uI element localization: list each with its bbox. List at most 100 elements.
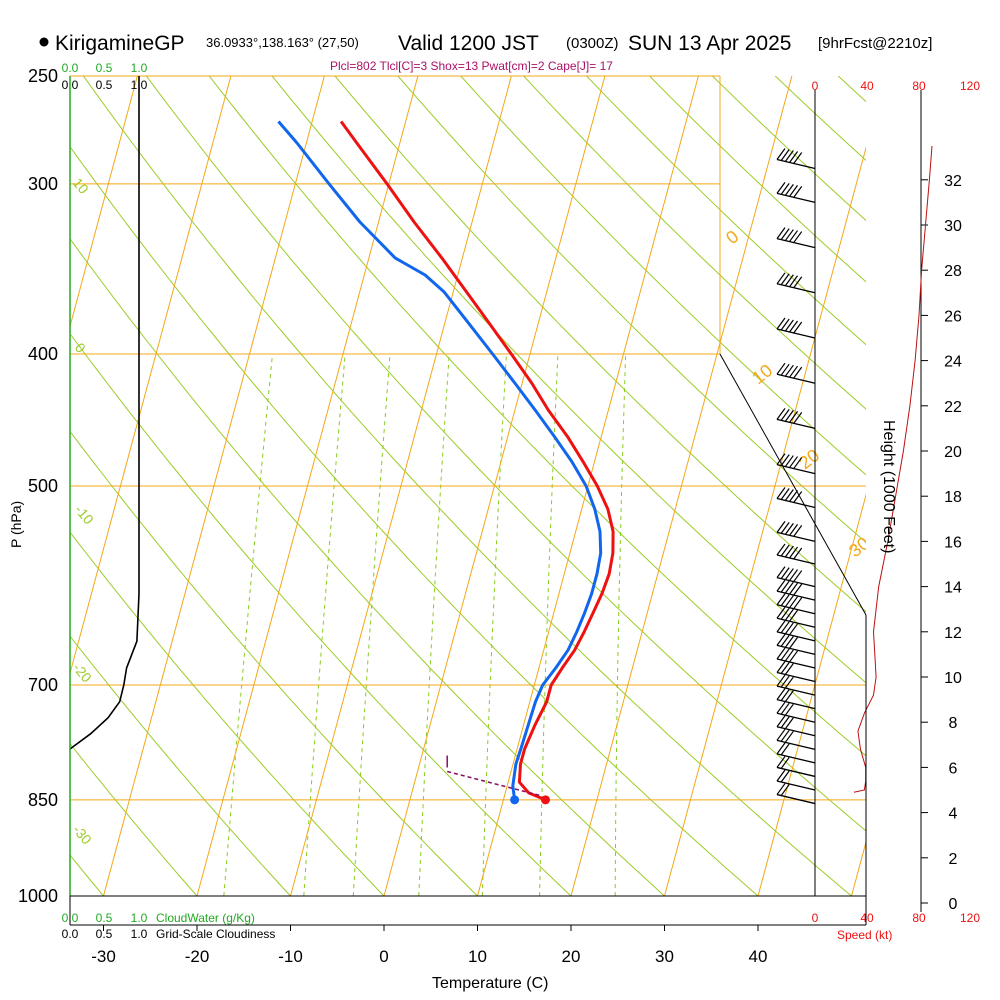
wind-barb-feather — [780, 522, 790, 534]
wind-barb-feather — [780, 729, 790, 742]
wind-barb — [776, 674, 816, 696]
cloud-water-scale-top: 1.0 — [131, 61, 148, 75]
wind-barb-shaft — [776, 328, 816, 339]
wind-barb-feather — [776, 227, 786, 239]
cloudiness-label: Grid-Scale Cloudiness — [156, 927, 275, 941]
wind-speed-tick-bottom: 80 — [912, 911, 926, 925]
wind-barb-feather — [793, 570, 803, 582]
wind-barb — [776, 521, 816, 543]
wind-barb-shaft — [776, 158, 816, 170]
wind-barb-feather — [780, 784, 790, 796]
wind-barb — [776, 487, 816, 509]
wind-barb-shaft — [776, 554, 816, 565]
wind-barb-shaft — [776, 753, 816, 764]
wind-barb — [776, 647, 816, 669]
wind-barb — [776, 756, 816, 778]
wind-barb-feather — [780, 689, 790, 701]
wind-speed-tick-top: 40 — [860, 79, 874, 93]
wind-barb-feather — [784, 608, 794, 621]
wind-barb — [776, 688, 816, 710]
wind-barb-shaft — [776, 463, 816, 475]
cloud-water-scale-bottom: 0.5 — [96, 911, 113, 925]
wind-barb-shaft — [776, 631, 816, 642]
wind-barb-feather — [776, 148, 786, 160]
dry-adiabat-line — [70, 145, 759, 896]
cloudiness-profile-line — [69, 76, 140, 750]
wind-barb-feather — [784, 229, 794, 241]
dry-adiabat-line — [837, 76, 866, 103]
wind-barb-feather — [793, 547, 803, 560]
wind-barb — [776, 620, 816, 642]
wind-barb-feather — [776, 783, 786, 795]
wind-barb — [776, 543, 816, 565]
mixing-ratio-label: 20 — [614, 896, 634, 916]
wind-barb-shaft — [776, 418, 816, 430]
wind-barb-feather — [780, 149, 790, 161]
wind-barb-feather — [784, 649, 794, 662]
temp-tick-label: 30 — [655, 947, 674, 966]
height-tick-label: 20 — [944, 444, 962, 461]
height-tick-label: 24 — [944, 354, 962, 371]
wind-barb-feather — [789, 456, 799, 468]
wind-barb-shaft — [776, 576, 816, 588]
wind-barb-feather — [780, 635, 790, 647]
temp-tick-label: -20 — [185, 947, 210, 966]
wind-barb-feather — [789, 365, 799, 378]
stability-indices: Plcl=802 Tlcl[C]=3 Shox=13 Pwat[cm]=2 Ca… — [330, 59, 613, 73]
temperature-profile-line — [339, 120, 615, 802]
wind-barb-feather — [780, 662, 790, 674]
wind-barb-feather — [784, 410, 794, 422]
mixing-ratio-line — [481, 353, 507, 896]
wind-barb-feather — [784, 730, 794, 743]
mixing-ratio-label: 3 — [353, 903, 370, 917]
wind-barb-feather — [789, 230, 799, 242]
wind-speed-tick-bottom: 40 — [860, 911, 874, 925]
cloudiness-scale-bottom: 0.0 — [62, 927, 79, 941]
pressure-tick-label: 300 — [28, 174, 58, 194]
isotherm-line — [290, 76, 512, 896]
wind-barb-feather — [780, 183, 790, 195]
wind-barb-feather — [776, 487, 786, 499]
wind-barb-shaft — [776, 644, 816, 656]
dry-adiabat-line — [0, 52, 10, 896]
wind-barb-feather — [776, 647, 786, 660]
wind-barb — [776, 317, 816, 339]
mixing-ratio-line — [303, 353, 346, 896]
temp-tick-label: 40 — [749, 947, 768, 966]
isotherm-label: 10 — [748, 360, 776, 388]
wind-barb — [776, 728, 816, 750]
height-tick-label: 30 — [944, 218, 962, 235]
wind-speed-tick-bottom: 0 — [812, 911, 819, 925]
wind-barb — [776, 742, 816, 764]
wind-barb-feather — [780, 454, 790, 466]
wind-barb — [776, 579, 816, 601]
wind-panel: 0246810121416182022242628303200404080801… — [776, 79, 980, 925]
height-tick-label: 32 — [944, 173, 962, 190]
height-axis-title: Height (1000 Feet) — [880, 420, 897, 553]
dry-adiabat-line — [70, 237, 665, 896]
pressure-tick-label: 500 — [28, 476, 58, 496]
wind-barb-feather — [780, 702, 790, 715]
wind-barb-feather — [789, 582, 799, 595]
wind-barb-feather — [793, 321, 803, 334]
wind-barb-feather — [793, 186, 803, 198]
wind-barb-feather — [776, 701, 786, 714]
wind-speed-tick-bottom: 120 — [960, 911, 980, 925]
wind-barb — [776, 769, 816, 791]
dry-adiabat-line — [523, 76, 866, 410]
wind-barb-feather — [780, 594, 790, 607]
pressure-tick-label: 850 — [28, 790, 58, 810]
isotherm-line — [383, 76, 606, 896]
wind-barb-feather — [776, 688, 786, 700]
dry-adiabat-line — [334, 76, 866, 613]
mixing-ratio-label: 5 — [418, 903, 435, 917]
height-tick-label: 10 — [944, 670, 962, 687]
dry-adiabat-line — [70, 742, 198, 896]
wind-barb-shaft — [776, 766, 816, 778]
wind-barb — [776, 593, 816, 615]
height-tick-label: 16 — [944, 534, 962, 551]
wind-barb-feather — [776, 769, 786, 782]
wind-barb-feather — [780, 273, 790, 286]
wind-barb — [776, 661, 816, 683]
wind-barb-feather — [789, 569, 799, 581]
